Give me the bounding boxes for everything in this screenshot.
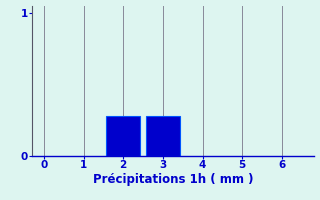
Bar <box>106 116 140 156</box>
Bar <box>146 116 180 156</box>
X-axis label: Précipitations 1h ( mm ): Précipitations 1h ( mm ) <box>92 173 253 186</box>
